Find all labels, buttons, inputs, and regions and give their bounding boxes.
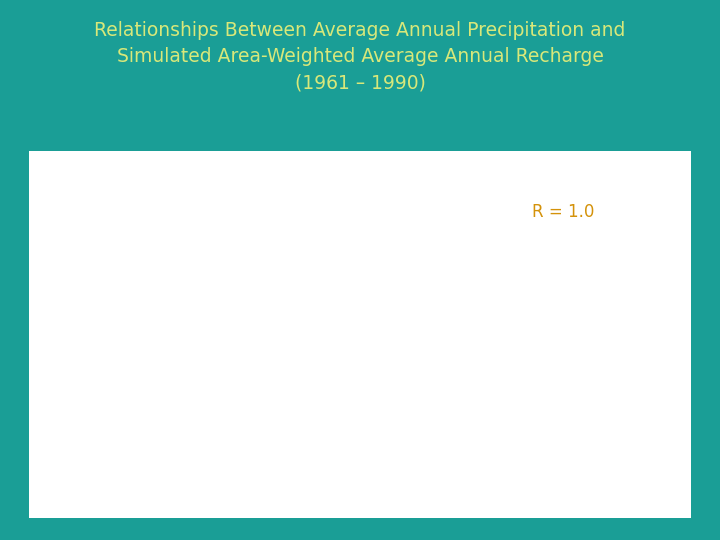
Text: R = 1.0: R = 1.0 xyxy=(532,203,595,221)
Text: Relationships Between Average Annual Precipitation and
Simulated Area-Weighted A: Relationships Between Average Annual Pre… xyxy=(94,21,626,93)
